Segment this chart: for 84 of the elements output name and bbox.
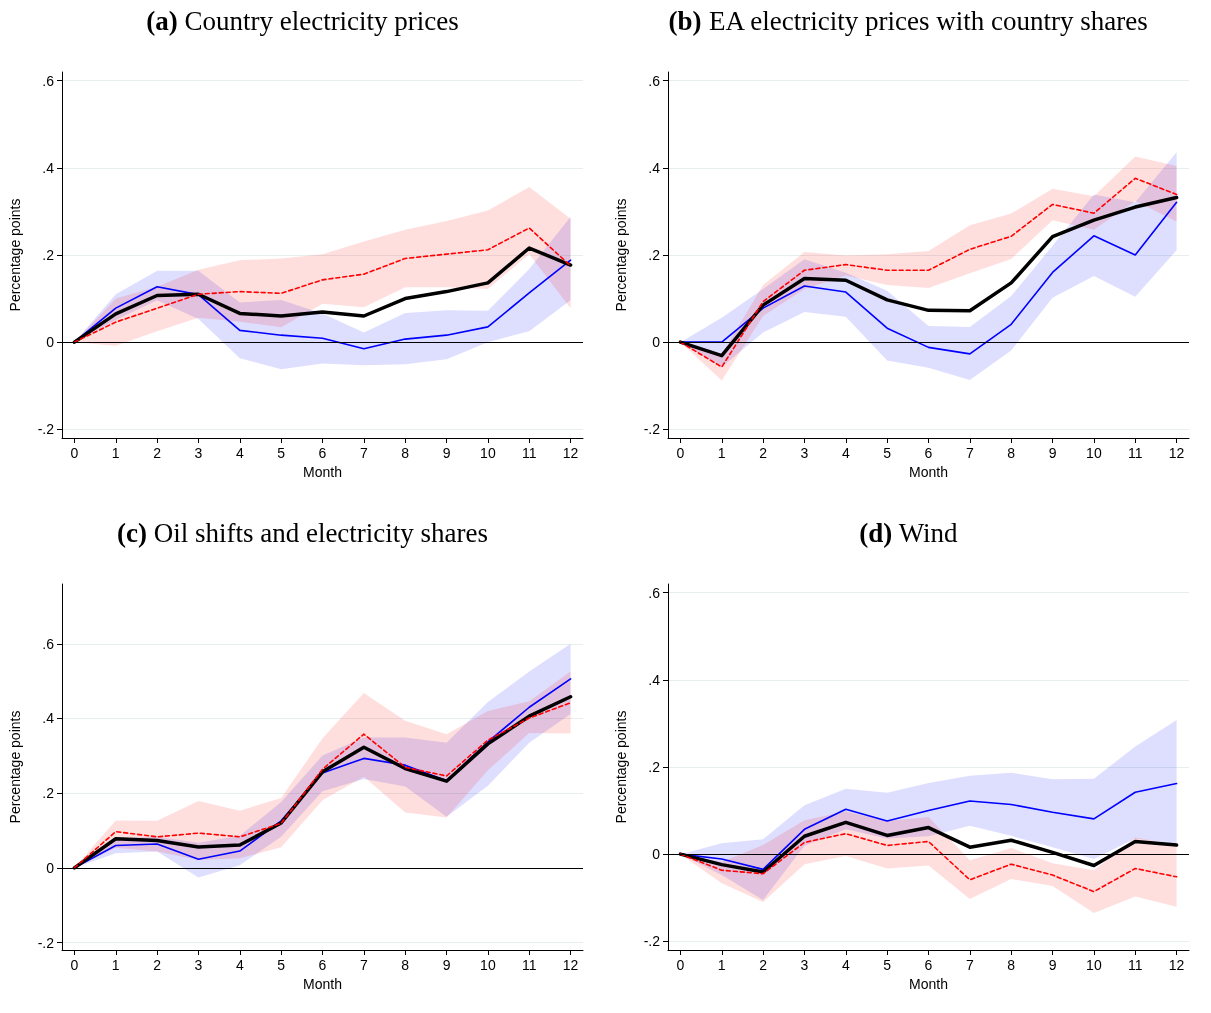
- x-tick-label: 12: [1168, 445, 1185, 461]
- x-tick-label: 9: [1048, 445, 1057, 461]
- x-tick-label: 0: [70, 957, 79, 973]
- y-tick-label: -.2: [37, 934, 55, 951]
- y-tick-label: 0: [46, 334, 55, 351]
- x-tick-label: 3: [194, 957, 203, 973]
- x-tick-label: 3: [800, 445, 809, 461]
- y-tick-label: .6: [648, 72, 661, 89]
- x-tick-label: 4: [841, 445, 850, 461]
- x-tick-label: 0: [70, 445, 79, 461]
- x-tick-label: 2: [153, 957, 162, 973]
- x-tick-label: 5: [883, 957, 892, 973]
- x-tick-label: 1: [111, 445, 120, 461]
- x-tick-label: 0: [676, 957, 685, 973]
- x-axis-title: Month: [303, 975, 342, 992]
- x-tick-label: 5: [277, 957, 286, 973]
- y-tick-label: .4: [648, 159, 661, 176]
- y-tick-label: -.2: [643, 933, 661, 950]
- x-tick-label: 7: [965, 957, 974, 973]
- x-tick-label: 8: [401, 445, 410, 461]
- x-tick-label: 4: [235, 445, 244, 461]
- x-tick-label: 5: [277, 445, 286, 461]
- x-tick-label: 10: [480, 957, 496, 973]
- x-tick-label: 4: [235, 957, 244, 973]
- y-tick-label: 0: [652, 846, 661, 863]
- x-tick-label: 1: [717, 957, 726, 973]
- x-tick-label: 10: [480, 445, 496, 461]
- x-tick-label: 2: [153, 445, 162, 461]
- chart-title: (a) Country electricity prices: [146, 5, 459, 36]
- x-tick-label: 7: [965, 445, 974, 461]
- x-tick-label: 1: [111, 957, 120, 973]
- x-tick-label: 6: [924, 957, 933, 973]
- y-tick-label: 0: [652, 334, 661, 351]
- y-tick-label: .4: [42, 159, 55, 176]
- y-tick-label: .2: [42, 785, 55, 802]
- y-tick-label: .4: [648, 671, 661, 688]
- x-tick-label: 10: [1086, 957, 1102, 973]
- x-tick-label: 0: [676, 445, 685, 461]
- x-tick-label: 9: [442, 957, 451, 973]
- y-tick-label: .2: [42, 247, 55, 263]
- x-tick-label: 6: [318, 445, 327, 461]
- y-tick-label: .2: [648, 247, 661, 263]
- chart-title: (b) EA electricity prices with country shares: [668, 5, 1148, 36]
- x-tick-label: 5: [883, 445, 892, 461]
- x-tick-label: 11: [521, 445, 537, 461]
- x-tick-label: 2: [759, 445, 768, 461]
- x-tick-label: 9: [1048, 957, 1057, 973]
- x-tick-label: 3: [194, 445, 203, 461]
- x-tick-label: 3: [800, 957, 809, 973]
- x-tick-label: 12: [1168, 957, 1185, 973]
- x-tick-label: 8: [1007, 957, 1016, 973]
- y-axis-title: Percentage points: [613, 198, 629, 312]
- x-tick-label: 6: [318, 957, 327, 973]
- x-tick-label: 12: [562, 445, 579, 461]
- y-tick-label: .6: [42, 635, 55, 652]
- y-tick-label: .6: [648, 584, 661, 601]
- x-tick-label: 7: [359, 957, 368, 973]
- x-tick-label: 12: [562, 957, 579, 973]
- x-tick-label: 11: [521, 957, 537, 973]
- x-tick-label: 6: [924, 445, 933, 461]
- y-axis-title: Percentage points: [7, 710, 23, 824]
- x-axis-title: Month: [303, 463, 342, 480]
- chart-title: (d) Wind: [859, 517, 959, 548]
- y-axis-title: Percentage points: [613, 710, 629, 824]
- x-tick-label: 7: [359, 445, 368, 461]
- x-tick-label: 4: [841, 957, 850, 973]
- x-tick-label: 1: [717, 445, 726, 461]
- y-tick-label: 0: [46, 859, 55, 876]
- y-tick-label: .4: [42, 710, 55, 727]
- chart-title: (c) Oil shifts and electricity shares: [116, 517, 489, 548]
- x-axis-title: Month: [909, 975, 948, 992]
- x-axis-title: Month: [909, 463, 948, 480]
- y-tick-label: -.2: [37, 421, 55, 438]
- y-axis-title: Percentage points: [7, 198, 23, 312]
- y-tick-label: .6: [42, 72, 55, 89]
- x-tick-label: 10: [1086, 445, 1102, 461]
- y-tick-label: -.2: [643, 421, 661, 438]
- x-tick-label: 11: [1127, 445, 1143, 461]
- x-tick-label: 11: [1127, 957, 1143, 973]
- x-tick-label: 2: [759, 957, 768, 973]
- x-tick-label: 8: [401, 957, 410, 973]
- x-tick-label: 8: [1007, 445, 1016, 461]
- x-tick-label: 9: [442, 445, 451, 461]
- y-tick-label: .2: [648, 759, 661, 775]
